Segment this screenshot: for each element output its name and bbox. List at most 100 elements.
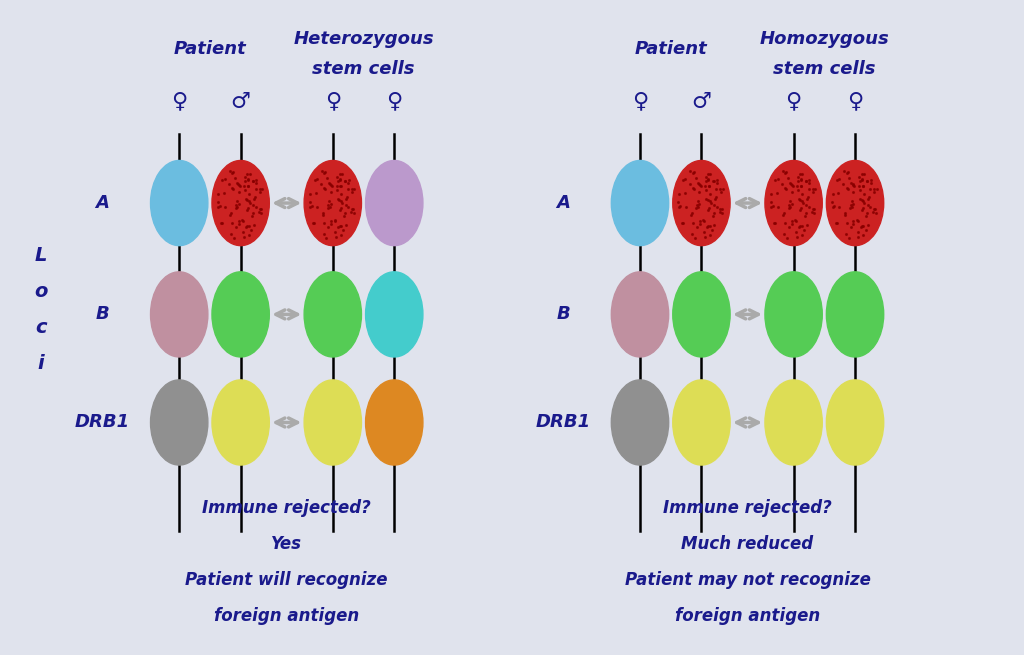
- Point: [798, 208, 814, 218]
- Ellipse shape: [151, 380, 208, 465]
- Point: [798, 176, 814, 186]
- Point: [777, 182, 794, 193]
- Point: [776, 229, 793, 240]
- Point: [240, 169, 256, 179]
- Point: [794, 229, 810, 240]
- Point: [841, 233, 857, 243]
- Point: [323, 179, 339, 189]
- Point: [794, 220, 810, 231]
- Point: [804, 206, 820, 217]
- Text: A: A: [556, 194, 570, 212]
- Point: [783, 215, 800, 226]
- Point: [849, 215, 865, 225]
- Point: [805, 183, 821, 194]
- Point: [844, 202, 860, 212]
- Point: [301, 196, 317, 207]
- Point: [687, 233, 703, 243]
- Point: [859, 176, 876, 186]
- Point: [705, 211, 721, 221]
- Ellipse shape: [673, 380, 730, 465]
- Point: [332, 221, 348, 231]
- Point: [241, 220, 257, 231]
- Text: Patient: Patient: [173, 40, 247, 58]
- Point: [867, 204, 884, 214]
- Point: [856, 169, 872, 179]
- Point: [801, 184, 817, 195]
- Point: [241, 196, 257, 207]
- Point: [851, 172, 867, 182]
- Point: [713, 187, 729, 197]
- Point: [706, 176, 722, 187]
- Point: [715, 184, 731, 195]
- Point: [806, 208, 822, 219]
- Point: [701, 189, 718, 199]
- Point: [702, 169, 719, 179]
- Point: [791, 176, 807, 186]
- Point: [689, 200, 706, 210]
- Point: [788, 227, 805, 238]
- Point: [795, 197, 811, 208]
- Point: [334, 197, 350, 208]
- Point: [799, 193, 815, 204]
- Point: [225, 184, 242, 195]
- Point: [837, 207, 853, 217]
- Point: [855, 196, 871, 207]
- Point: [333, 196, 349, 207]
- Point: [224, 168, 241, 178]
- Point: [788, 232, 805, 242]
- Point: [859, 208, 876, 218]
- Point: [782, 202, 799, 212]
- Point: [246, 199, 262, 210]
- Point: [236, 232, 252, 242]
- Point: [330, 222, 346, 233]
- Point: [781, 200, 798, 210]
- Point: [303, 200, 319, 211]
- Point: [344, 187, 360, 197]
- Point: [228, 222, 245, 233]
- Point: [691, 180, 708, 191]
- Point: [781, 222, 798, 233]
- Point: [238, 194, 254, 204]
- Ellipse shape: [826, 380, 884, 465]
- Point: [248, 202, 264, 213]
- Point: [805, 204, 821, 214]
- Point: [338, 199, 354, 210]
- Point: [783, 219, 800, 229]
- Text: A: A: [95, 194, 110, 212]
- Point: [783, 180, 800, 191]
- Text: foreign antigen: foreign antigen: [675, 607, 820, 625]
- Text: ♀: ♀: [325, 92, 341, 111]
- Point: [836, 166, 852, 177]
- Text: Yes: Yes: [271, 534, 302, 553]
- Point: [706, 176, 722, 186]
- Point: [338, 219, 354, 230]
- Point: [866, 187, 883, 197]
- Point: [236, 215, 252, 226]
- Point: [701, 229, 718, 240]
- Point: [862, 176, 879, 186]
- Point: [700, 169, 717, 179]
- Point: [801, 176, 817, 186]
- Point: [845, 180, 861, 191]
- Ellipse shape: [611, 272, 669, 357]
- Point: [682, 166, 698, 177]
- Point: [230, 215, 247, 226]
- Point: [306, 175, 323, 185]
- Point: [685, 182, 701, 193]
- Point: [868, 184, 885, 195]
- Point: [229, 202, 246, 212]
- Point: [315, 229, 332, 240]
- Point: [701, 220, 718, 231]
- Point: [677, 188, 693, 198]
- Point: [845, 179, 861, 189]
- Point: [671, 202, 687, 212]
- Text: o: o: [34, 282, 48, 301]
- Point: [807, 184, 823, 195]
- Point: [791, 222, 807, 233]
- Point: [713, 204, 729, 214]
- Point: [860, 199, 877, 210]
- Point: [855, 202, 871, 213]
- Point: [777, 218, 794, 229]
- Point: [828, 175, 845, 185]
- Text: B: B: [95, 305, 110, 324]
